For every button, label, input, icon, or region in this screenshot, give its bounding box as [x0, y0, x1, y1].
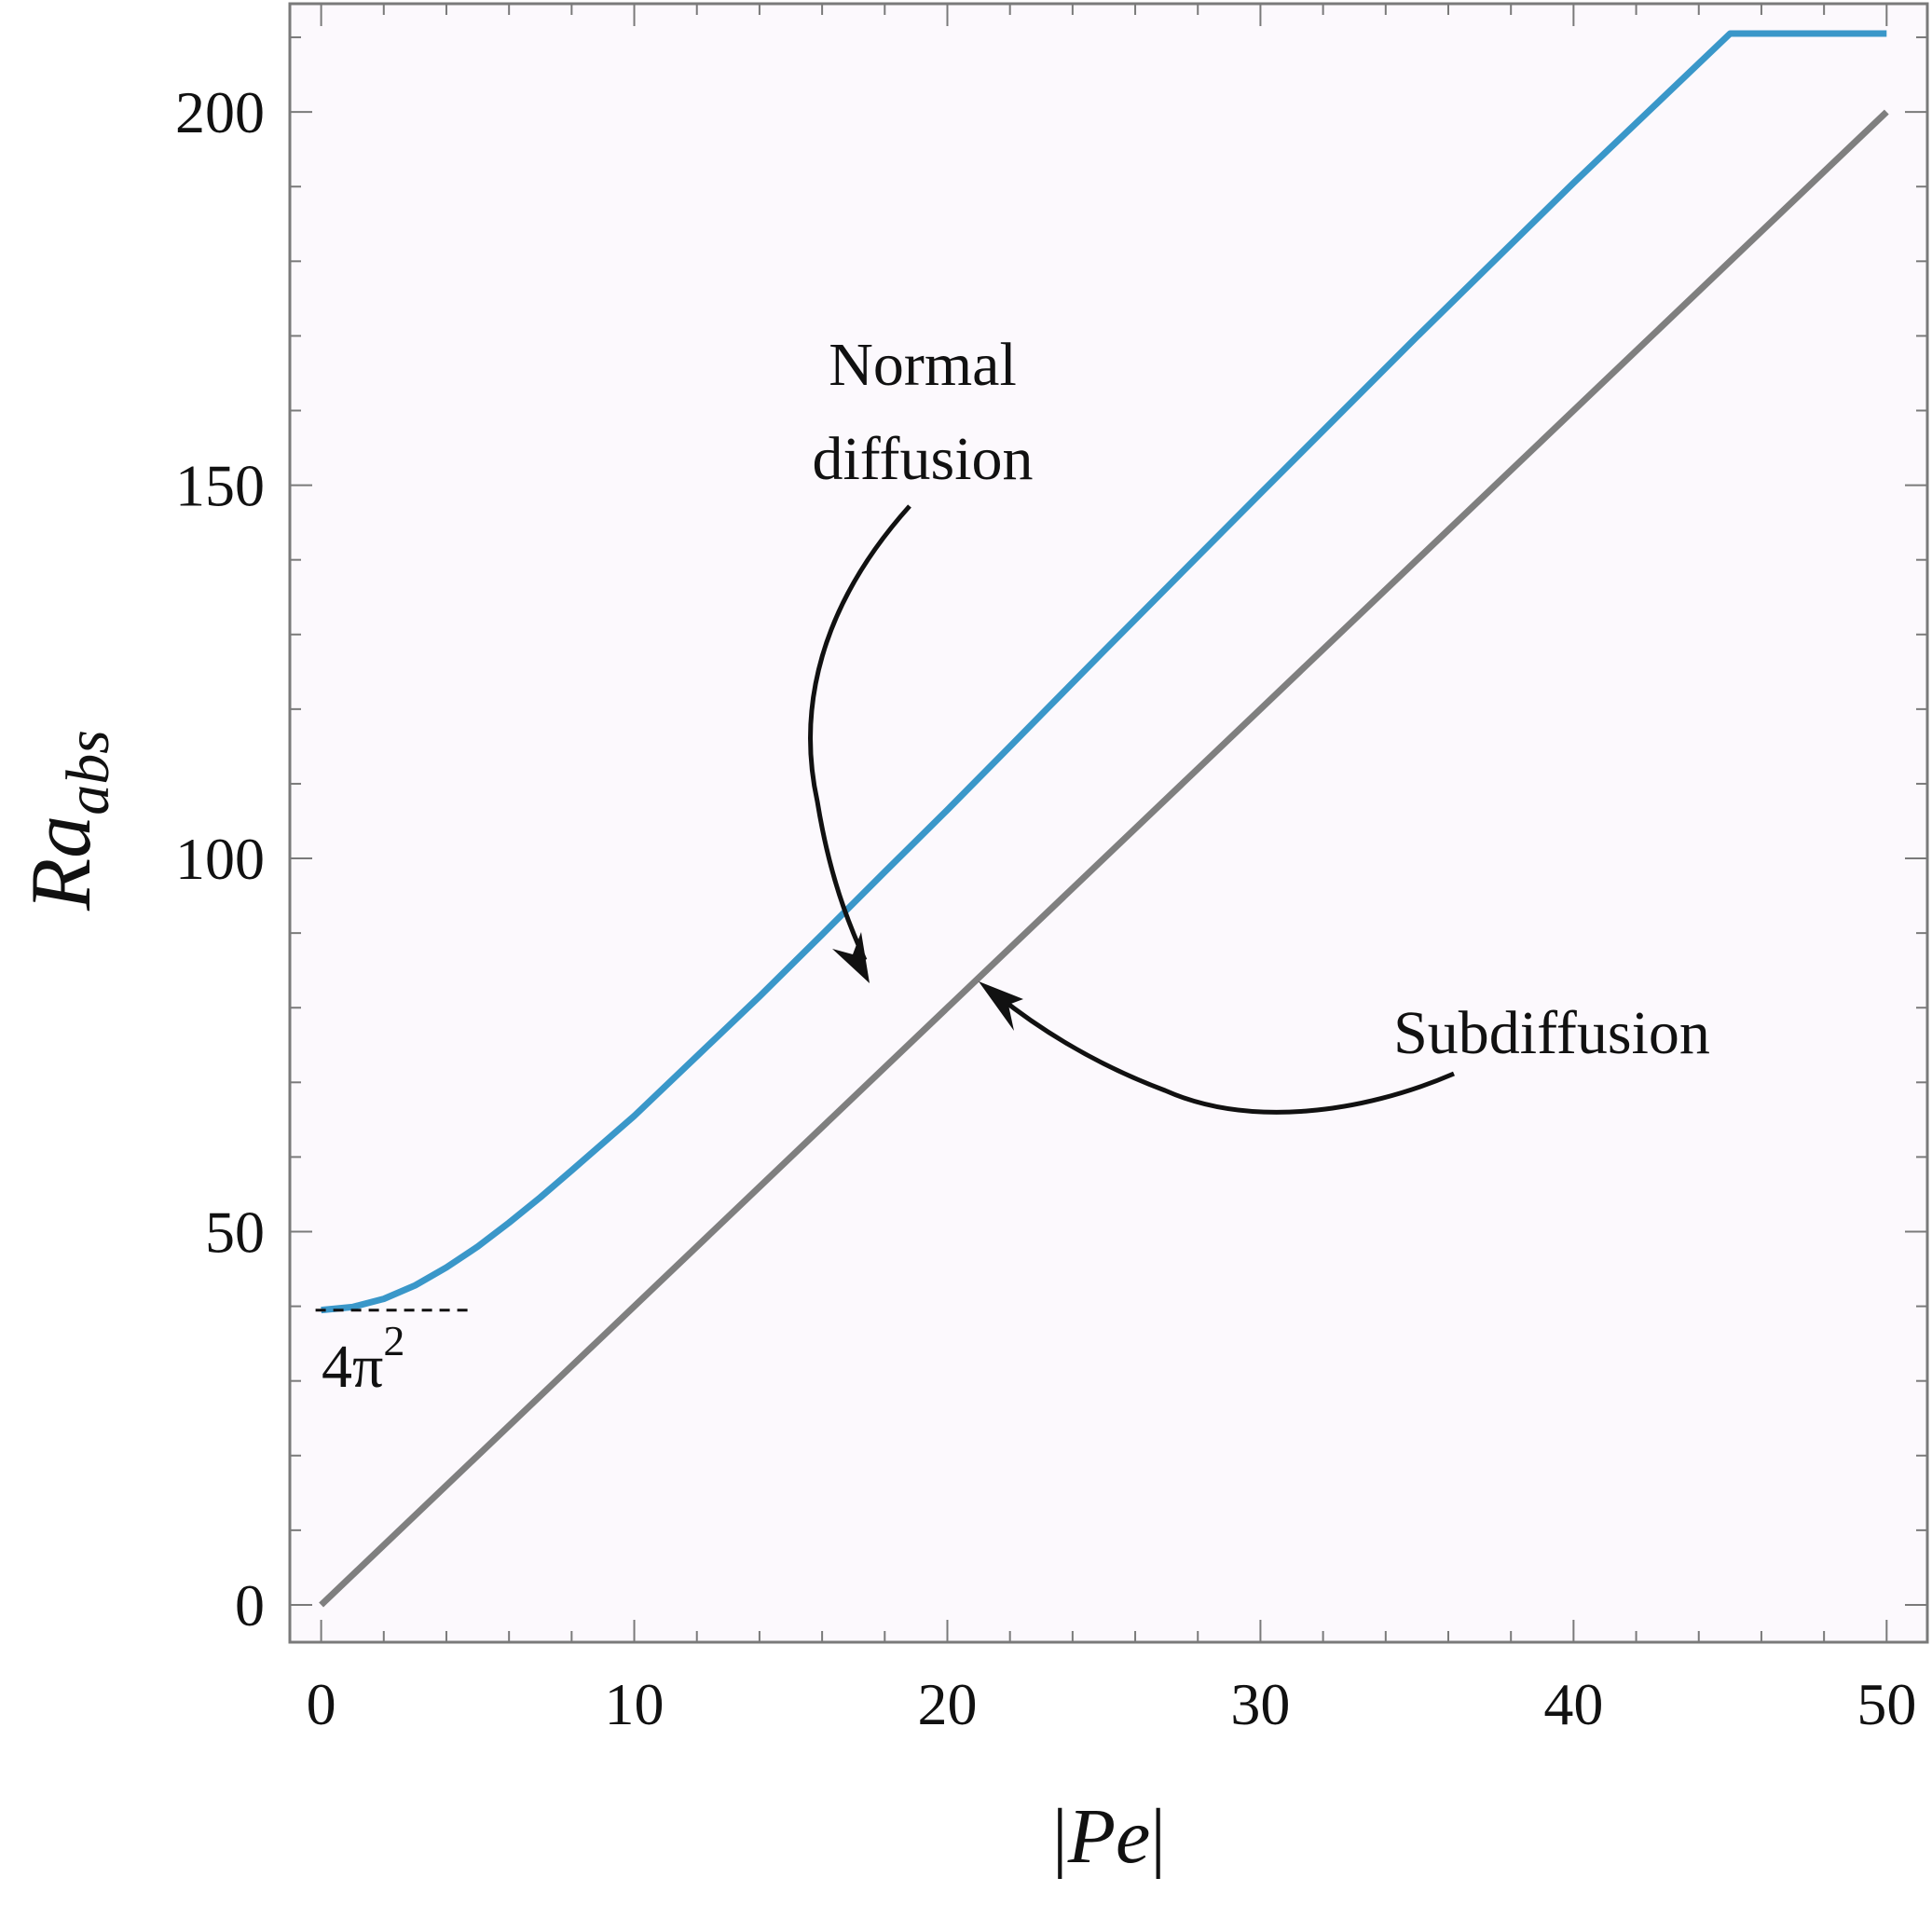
- y-tick-label: 150: [175, 453, 265, 519]
- x-axis-bar-right: |: [1150, 1793, 1166, 1880]
- asymptote-exponent: 2: [383, 1317, 404, 1364]
- y-axis-subscript: abs: [54, 730, 122, 816]
- y-tick-label: 100: [175, 826, 265, 892]
- annotation-normal-line2: diffusion: [812, 425, 1033, 493]
- series-line-0: [321, 30, 1887, 1314]
- asymptote-label: 4π2: [322, 1317, 404, 1401]
- tick-labels: 0 10 20 30 40 50 0 50 100 150 200: [175, 79, 1916, 1737]
- asymptote-base: 4π: [322, 1333, 383, 1401]
- annotation-subdiffusion-arrow: [995, 994, 1455, 1115]
- annotation-normal-arrow: [808, 504, 911, 962]
- x-tick-label: 0: [307, 1671, 336, 1737]
- x-tick-label: 40: [1543, 1671, 1603, 1737]
- x-tick-label: 50: [1857, 1671, 1916, 1737]
- y-tick-label: 200: [175, 79, 265, 145]
- annotation-subdiffusion-arrowhead: [979, 981, 1023, 1031]
- annotation-subdiffusion: Subdiffusion: [1393, 999, 1710, 1067]
- plot-frame: [288, 2, 1929, 1644]
- plot-background: [290, 4, 1927, 1642]
- y-axis-main: Ra: [13, 816, 108, 912]
- y-tick-label: 50: [205, 1199, 265, 1265]
- series-layer: [319, 30, 1889, 1608]
- major-ticks: [290, 4, 1927, 1642]
- x-tick-label: 30: [1230, 1671, 1290, 1737]
- annotation-normal-arrowhead: [832, 932, 870, 983]
- series-line-1: [319, 109, 1889, 1608]
- y-tick-label: 0: [235, 1572, 265, 1638]
- x-tick-label: 20: [917, 1671, 977, 1737]
- y-axis-title: Raabs: [13, 730, 122, 912]
- x-axis-bar-left: |: [1052, 1793, 1068, 1880]
- annotation-normal-line1: Normal: [829, 331, 1017, 399]
- x-axis-title: |Pe|: [1052, 1793, 1166, 1880]
- x-tick-label: 10: [605, 1671, 665, 1737]
- minor-ticks: [290, 4, 1927, 1642]
- x-axis-variable: Pe: [1067, 1793, 1151, 1880]
